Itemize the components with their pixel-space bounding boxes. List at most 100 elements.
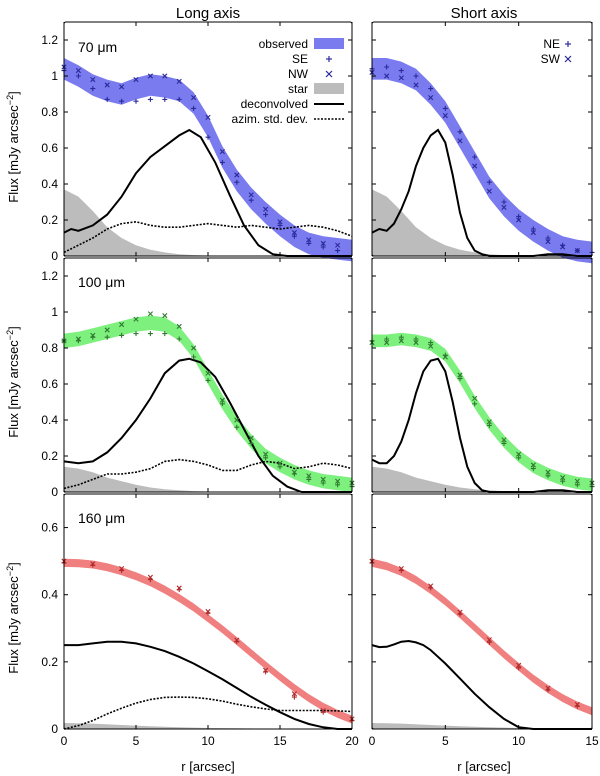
ne-marker-row2-short-4 <box>428 340 434 346</box>
panel-frame-row1-short <box>371 21 593 257</box>
sw-marker-row2-short-1 <box>384 340 390 346</box>
sw-marker-row3-short-5 <box>516 662 522 668</box>
star-fill-layer <box>64 189 592 729</box>
star-area-row2-short <box>372 466 592 492</box>
ne-marker-row1-short-4 <box>428 86 434 92</box>
nw-marker-row3-long-8 <box>291 691 297 697</box>
sw-marker-row2-short-7 <box>472 395 478 401</box>
ne-marker-row1-short-5 <box>442 105 448 111</box>
legend-se-label: SE <box>292 52 308 66</box>
y-tick-label-row3-long-0: 0 <box>51 722 58 736</box>
y-tick-label-row3-long-2: 0.4 <box>41 588 58 602</box>
se-marker-row1-long-4 <box>119 98 125 104</box>
se-marker-row2-long-14 <box>263 455 269 461</box>
sw-marker-row2-short-11 <box>530 462 536 468</box>
star-area-row3-short <box>372 723 592 729</box>
nw-marker-row1-long-10 <box>205 114 211 120</box>
ne-marker-row2-short-10 <box>516 455 522 461</box>
ne-marker-row1-short-3 <box>413 73 419 79</box>
sw-marker-row3-short-1 <box>398 565 404 572</box>
legend-star-swatch <box>314 83 344 94</box>
nw-marker-row3-long-1 <box>90 561 96 567</box>
nw-marker-row2-long-2 <box>90 332 96 338</box>
nw-marker-row2-long-19 <box>335 478 341 484</box>
nw-marker-row1-long-19 <box>335 242 341 248</box>
se-marker-row2-long-13 <box>248 440 254 446</box>
se-marker-row1-long-5 <box>133 98 139 104</box>
legend-std-label: azim. std. dev. <box>232 112 308 126</box>
x-axis-label-short: r [arcsec] <box>457 759 510 774</box>
column-title-long-axis: Long axis <box>176 5 240 22</box>
x-tick-label-row3-long-4: 20 <box>345 734 359 748</box>
nw-marker-row2-long-8 <box>176 323 182 329</box>
nw-marker-row1-long-4 <box>119 84 125 90</box>
se-marker-row1-long-12 <box>234 179 240 185</box>
nw-marker-row2-long-6 <box>147 311 153 317</box>
se-marker-row2-long-19 <box>335 482 341 488</box>
nw-marker-row2-long-15 <box>277 460 283 466</box>
sw-marker-row2-short-6 <box>457 372 463 378</box>
ne-marker-row1-short-2 <box>398 68 404 74</box>
legend-ne-label: NE <box>543 37 560 51</box>
sw-marker-row2-short-10 <box>516 451 522 457</box>
nw-marker-row3-long-9 <box>320 707 326 714</box>
y-tick-label-row1-long-1: 0.2 <box>41 213 58 227</box>
std-dev-line-row2-long <box>63 458 353 490</box>
nw-marker-row3-long-4 <box>176 585 182 591</box>
legend-observed-swatch <box>314 38 344 49</box>
nw-marker-row1-long-8 <box>176 78 182 84</box>
legend-long-axis: observed SE NW star deconvolved azim. st… <box>232 37 344 126</box>
ne-marker-row1-short-8 <box>486 179 492 185</box>
x-tick-label-row3-long-3: 15 <box>273 734 287 748</box>
nw-marker-row2-long-3 <box>104 327 110 333</box>
ne-marker-row1-short-9 <box>501 199 507 205</box>
nw-marker-row1-long-3 <box>104 82 110 88</box>
sw-marker-row2-short-13 <box>560 475 566 481</box>
se-marker-row2-long-12 <box>234 424 240 430</box>
se-marker-row2-long-18 <box>320 480 326 486</box>
se-marker-row1-long-1 <box>75 73 81 79</box>
nw-marker-row2-long-16 <box>291 469 297 475</box>
sw-marker-row2-short-5 <box>442 354 448 360</box>
observed-band-row2-long <box>64 315 352 492</box>
observed-band-row2-short <box>372 332 592 492</box>
x-tick-label-row3-short-1: 5 <box>442 734 449 748</box>
nw-marker-row1-long-14 <box>263 206 269 212</box>
sw-marker-row1-short-9 <box>501 204 507 210</box>
se-marker-row2-long-6 <box>147 331 153 337</box>
deconvolved-line-row3-long <box>64 640 352 730</box>
ne-marker-row2-short-7 <box>472 401 478 407</box>
nw-marker-row2-long-11 <box>219 397 225 403</box>
ne-marker-row2-short-2 <box>398 334 404 340</box>
se-marker-row1-long-6 <box>147 96 153 102</box>
y-tick-label-row1-long-2: 0.4 <box>41 177 58 191</box>
se-marker-row2-long-7 <box>162 331 168 337</box>
se-marker-row1-long-8 <box>176 96 182 102</box>
se-marker-row1-long-18 <box>320 244 326 250</box>
ne-marker-row1-short-1 <box>384 64 390 70</box>
y-tick-label-row2-long-6: 1.2 <box>41 269 58 283</box>
sw-marker-row1-short-1 <box>384 73 390 79</box>
sw-marker-row3-short-4 <box>486 637 492 643</box>
sw-marker-row1-short-14 <box>574 248 580 254</box>
sw-marker-row3-short-3 <box>457 609 463 615</box>
sw-marker-row3-short-6 <box>545 685 551 691</box>
sw-marker-row2-short-14 <box>574 478 580 484</box>
observed-band-row3-short <box>372 558 592 716</box>
se-marker-row1-long-10 <box>205 134 211 140</box>
nw-marker-row1-long-2 <box>90 77 96 83</box>
se-marker-row1-long-19 <box>335 248 341 254</box>
se-marker-row2-long-4 <box>119 332 125 338</box>
nw-marker-row1-long-18 <box>320 240 326 246</box>
panel-frame-row3-short <box>371 493 593 730</box>
ne-marker-row1-short-6 <box>457 129 463 135</box>
legend-se-marker <box>326 56 332 62</box>
ne-marker-row2-short-9 <box>501 440 507 446</box>
sw-marker-row1-short-12 <box>545 239 551 245</box>
sw-marker-row1-short-10 <box>516 217 522 223</box>
nw-marker-row2-long-5 <box>133 316 139 322</box>
se-marker-row1-long-17 <box>306 240 312 246</box>
ne-marker-row2-short-3 <box>413 336 419 342</box>
nw-marker-row1-long-7 <box>162 73 168 79</box>
